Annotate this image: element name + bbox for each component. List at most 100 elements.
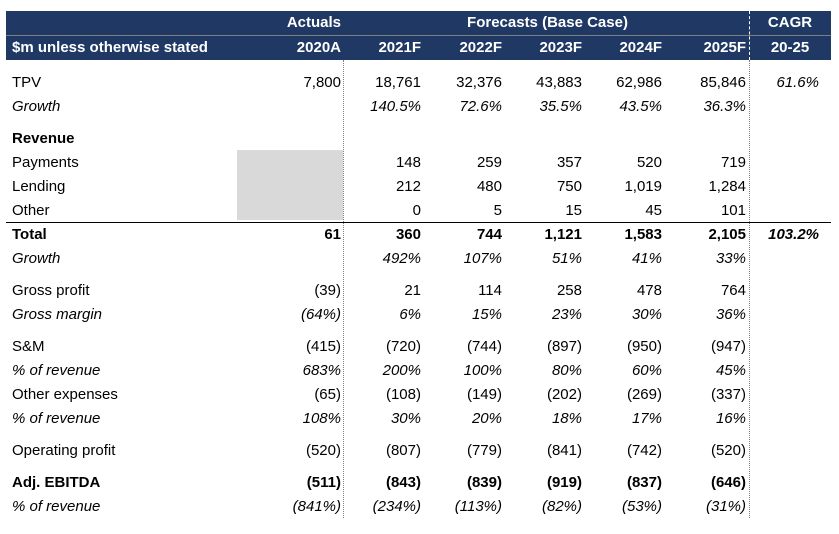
header-cagr-period: 20-25 (770, 39, 810, 56)
total-cagr: 103.2% (768, 226, 819, 243)
row-label-ebitda-pct: % of revenue (12, 498, 101, 515)
sm-2022F: (744) (466, 338, 502, 355)
actuals-forecast-divider (343, 60, 344, 518)
other-2021F: 0 (412, 202, 421, 219)
gross-profit-2024F: 478 (636, 282, 662, 299)
payments-2023F: 357 (556, 154, 582, 171)
payments-2024F: 520 (636, 154, 662, 171)
adj-ebitda-2022F: (839) (466, 474, 502, 491)
header-row-bottom (6, 36, 831, 60)
other-expenses-pct-2020A: 108% (302, 410, 341, 427)
ebitda-pct-2023F: (82%) (541, 498, 582, 515)
adj-ebitda-2021F: (843) (385, 474, 421, 491)
gross-profit-2021F: 21 (404, 282, 421, 299)
row-label-gross-margin: Gross margin (12, 306, 103, 323)
other-expenses-2024F: (269) (626, 386, 662, 403)
row-label-operating-profit: Operating profit (12, 442, 116, 459)
payments-2021F: 148 (395, 154, 421, 171)
gross-profit-2023F: 258 (556, 282, 582, 299)
lending-2025F: 1,284 (708, 178, 746, 195)
total-growth-2023F: 51% (551, 250, 582, 267)
sm-pct-2025F: 45% (715, 362, 746, 379)
header-divider (6, 35, 831, 36)
tpv-growth-2023F: 35.5% (539, 98, 582, 115)
sm-2020A: (415) (305, 338, 341, 355)
total-growth-2022F: 107% (463, 250, 502, 267)
total-separator-line (6, 222, 831, 223)
sm-2023F: (897) (546, 338, 582, 355)
other-2024F: 45 (645, 202, 662, 219)
row-label-gross-profit: Gross profit (12, 282, 90, 299)
ebitda-pct-2024F: (53%) (621, 498, 662, 515)
header-units: $m unless otherwise stated (12, 39, 208, 56)
sm-2025F: (947) (710, 338, 746, 355)
total-2023F: 1,121 (544, 226, 582, 243)
row-label-lending: Lending (12, 178, 66, 195)
operating-profit-2021F: (807) (385, 442, 421, 459)
sm-pct-2021F: 200% (382, 362, 421, 379)
operating-profit-2023F: (841) (546, 442, 582, 459)
total-2021F: 360 (395, 226, 421, 243)
row-label-tpv-growth: Growth (12, 98, 61, 115)
tpv-2021F: 18,761 (375, 74, 421, 91)
other-2025F: 101 (720, 202, 746, 219)
tpv-2023F: 43,883 (536, 74, 582, 91)
lending-2023F: 750 (556, 178, 582, 195)
lending-2024F: 1,019 (624, 178, 662, 195)
row-label-sm: S&M (12, 338, 45, 355)
total-growth-2024F: 41% (631, 250, 662, 267)
tpv-growth-2021F: 140.5% (370, 98, 421, 115)
total-2024F: 1,583 (624, 226, 662, 243)
operating-profit-2022F: (779) (466, 442, 502, 459)
forecast-cagr-divider (749, 60, 750, 518)
total-2025F: 2,105 (708, 226, 746, 243)
operating-profit-2025F: (520) (710, 442, 746, 459)
gross-profit-2025F: 764 (720, 282, 746, 299)
tpv-growth-2024F: 43.5% (619, 98, 662, 115)
other-expenses-2025F: (337) (710, 386, 746, 403)
header-row-top (6, 11, 831, 35)
lending-2021F: 212 (395, 178, 421, 195)
row-label-other-expenses-pct: % of revenue (12, 410, 101, 427)
other-expenses-2023F: (202) (546, 386, 582, 403)
adj-ebitda-2020A: (511) (306, 474, 341, 491)
ebitda-pct-2021F: (234%) (372, 498, 421, 515)
row-label-adj-ebitda: Adj. EBITDA (12, 474, 101, 491)
payments-2022F: 259 (476, 154, 502, 171)
row-label-sm-pct: % of revenue (12, 362, 101, 379)
operating-profit-2024F: (742) (626, 442, 662, 459)
row-label-other-expenses: Other expenses (12, 386, 118, 403)
header-year-2022F: 2022F (459, 39, 502, 56)
other-2023F: 15 (565, 202, 582, 219)
lending-2022F: 480 (476, 178, 502, 195)
header-year-2021F: 2021F (378, 39, 421, 56)
tpv-2020A: 7,800 (303, 74, 341, 91)
header-year-2024F: 2024F (619, 39, 662, 56)
header-actuals: Actuals (286, 14, 341, 31)
total-2022F: 744 (476, 226, 502, 243)
gross-margin-2023F: 23% (551, 306, 582, 323)
header-cagr: CAGR (767, 14, 813, 31)
sm-pct-2022F: 100% (463, 362, 502, 379)
row-label-payments: Payments (12, 154, 79, 171)
other-expenses-2022F: (149) (466, 386, 502, 403)
payments-2025F: 719 (720, 154, 746, 171)
gross-profit-2020A: (39) (314, 282, 341, 299)
tpv-2025F: 85,846 (700, 74, 746, 91)
gross-margin-2021F: 6% (399, 306, 421, 323)
row-label-tpv: TPV (12, 74, 42, 91)
adj-ebitda-2025F: (646) (710, 474, 746, 491)
tpv-growth-2025F: 36.3% (703, 98, 746, 115)
sm-2024F: (950) (626, 338, 662, 355)
other-expenses-pct-2023F: 18% (551, 410, 582, 427)
other-expenses-pct-2025F: 16% (715, 410, 746, 427)
tpv-2024F: 62,986 (616, 74, 662, 91)
total-growth-2025F: 33% (715, 250, 746, 267)
other-expenses-pct-2022F: 20% (471, 410, 502, 427)
other-expenses-pct-2024F: 17% (631, 410, 662, 427)
other-2022F: 5 (493, 202, 502, 219)
ebitda-pct-2025F: (31%) (705, 498, 746, 515)
header-year-2025F: 2025F (703, 39, 746, 56)
total-2020A: 61 (324, 226, 341, 243)
ebitda-pct-2022F: (113%) (454, 498, 502, 515)
